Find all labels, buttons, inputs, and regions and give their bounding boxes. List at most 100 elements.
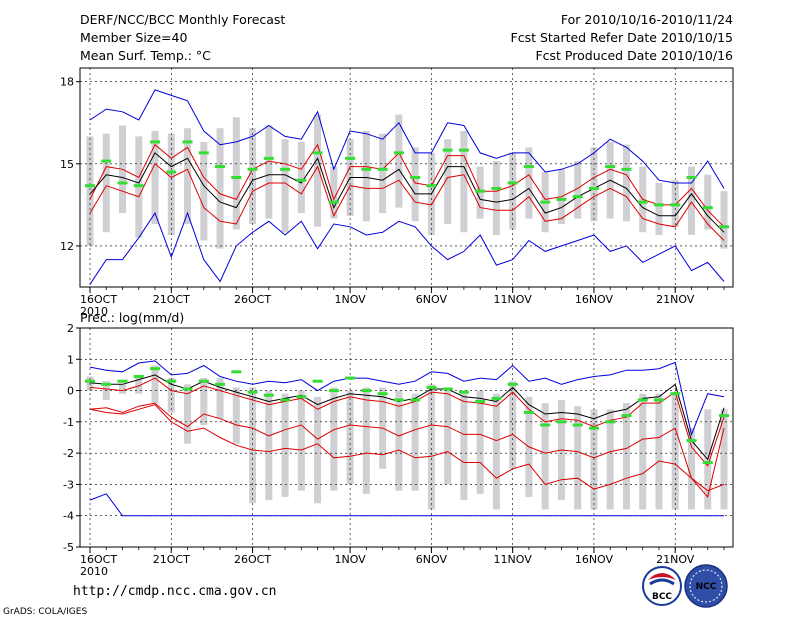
bcc-logo: BCC [642, 566, 682, 606]
temp-box [687, 166, 695, 235]
prec-box [622, 403, 630, 510]
temp-ytick-label: 12 [60, 240, 74, 253]
temp-xtick-year: 2010 [80, 305, 108, 318]
prec-box [427, 384, 435, 510]
prec-box [184, 384, 192, 444]
figure-title: DERF/NCC/BCC Monthly Forecast [80, 12, 285, 27]
temp-box [622, 144, 630, 222]
prec-box [476, 390, 484, 494]
temp-box [297, 141, 305, 214]
prec-box [574, 406, 582, 510]
temp-xtick-label: 21NOV [656, 293, 695, 306]
prec-box [639, 393, 647, 510]
temp-series-ensemble-min [89, 211, 725, 285]
temp-box [281, 139, 289, 233]
temp-box [720, 191, 728, 249]
prec-box [281, 393, 289, 497]
ncc-logo-text: NCC [696, 582, 717, 592]
temp-box [444, 139, 452, 225]
temp-box [655, 182, 663, 235]
prec-xtick-label: 21OCT [153, 553, 190, 566]
prec-xtick-label: 1NOV [334, 553, 366, 566]
temp-xtick-label: 26OCT [234, 293, 271, 306]
precip-panel-title: Prec.: log(mm/d) [80, 310, 184, 325]
prec-xtick-label: 16NOV [575, 553, 614, 566]
forecast-period: For 2010/10/16-2010/11/24 [561, 12, 733, 27]
temp-series-upper-spread [89, 143, 725, 228]
temp-frame [79, 67, 734, 288]
footer-credit: GrADS: COLA/IGES [3, 607, 87, 617]
prec-box [444, 387, 452, 485]
prec-ytick-label: -3 [63, 478, 74, 491]
temp-series-ensemble-mean [89, 152, 725, 233]
temp-box [525, 147, 533, 219]
ncc-logo: NCC [684, 564, 728, 608]
prec-xtick-year: 2010 [80, 565, 108, 578]
prec-box [395, 390, 403, 491]
prec-box [265, 390, 273, 501]
prec-ytick-label: 0 [67, 385, 74, 398]
temp-box [86, 136, 94, 246]
prec-ytick-label: -1 [63, 416, 74, 429]
start-date: Fcst Started Refer Date 2010/10/15 [511, 30, 734, 45]
temp-box [249, 128, 257, 225]
prec-box [362, 387, 370, 494]
prec-series-lower-spread [89, 402, 725, 498]
temp-box [330, 166, 338, 219]
footer-url: http://cmdp.ncc.cma.gov.cn [73, 584, 277, 599]
temp-ytick-label: 15 [60, 158, 74, 171]
temp-box [362, 130, 370, 222]
temp-box [314, 114, 322, 227]
temp-box [509, 152, 517, 230]
temp-box [395, 114, 403, 208]
prec-series-lowest-spread [89, 404, 725, 492]
temp-xtick-label: 16OCT [80, 293, 117, 306]
temp-box [460, 130, 468, 233]
prec-box [330, 387, 338, 491]
prec-box [135, 376, 143, 394]
temp-box [574, 161, 582, 219]
prec-box [655, 393, 663, 510]
prec-ytick-label: -2 [63, 447, 74, 460]
temp-box [492, 161, 500, 235]
temp-box [704, 174, 712, 230]
temp-box [216, 128, 224, 249]
bcc-logo-text: BCC [652, 592, 672, 602]
prec-box [151, 365, 159, 404]
temp-ytick-label: 18 [60, 76, 74, 89]
temp-series-lower-spread [89, 163, 725, 241]
temp-series-ensemble-max [89, 89, 725, 189]
temp-box [151, 130, 159, 225]
temp-box [184, 128, 192, 225]
prec-box [541, 403, 549, 510]
variable-label: Mean Surf. Temp.: °C [80, 48, 211, 63]
prec-box [460, 393, 468, 501]
produced-date: Fcst Produced Date 2010/10/16 [535, 48, 733, 63]
prec-box [671, 393, 679, 510]
temp-box [200, 141, 208, 241]
temp-box [102, 133, 110, 233]
prec-box [314, 396, 322, 504]
prec-xtick-label: 26OCT [234, 553, 271, 566]
prec-box [687, 428, 695, 510]
prec-series-upper-spread [89, 374, 725, 461]
prec-box [249, 387, 257, 504]
temp-xtick-label: 11NOV [494, 293, 533, 306]
prec-series-ensemble-max [89, 360, 725, 437]
temp-xtick-label: 6NOV [416, 293, 448, 306]
temp-box [232, 117, 240, 230]
prec-ytick-label: 2 [67, 322, 74, 335]
prec-frame [79, 327, 734, 548]
prec-box [606, 409, 614, 510]
temp-box [411, 147, 419, 222]
prec-box [232, 387, 240, 444]
prec-box [119, 384, 127, 394]
prec-box [297, 390, 305, 491]
prec-ytick-label: 1 [67, 353, 74, 366]
prec-box [167, 378, 175, 413]
prec-xtick-label: 6NOV [416, 553, 448, 566]
